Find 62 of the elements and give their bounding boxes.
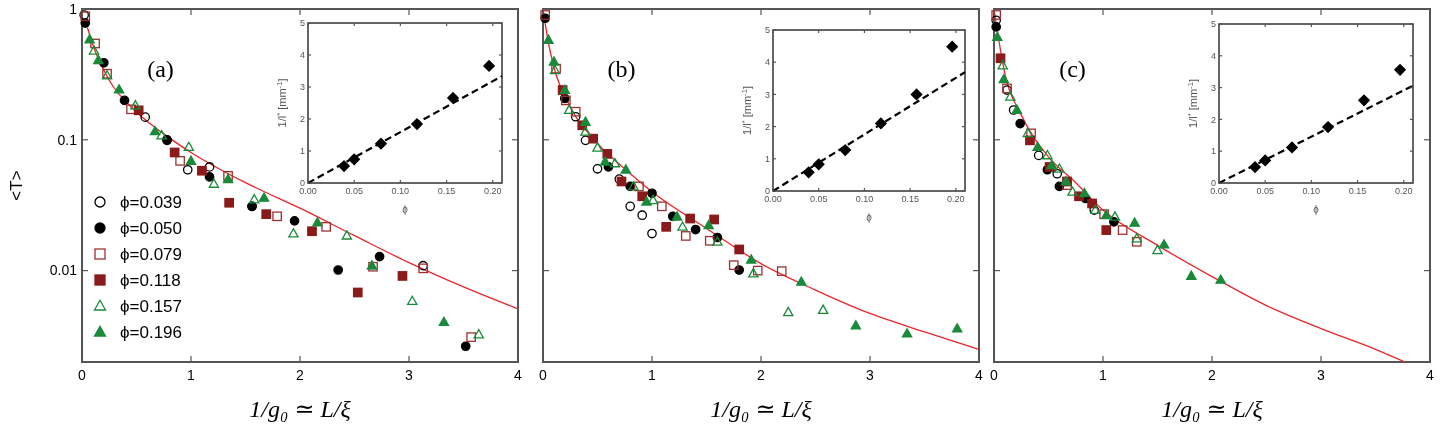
x-tick-label: 0.05	[1256, 186, 1274, 196]
text: (a)	[147, 56, 174, 82]
x-tick-label: 0.10	[391, 186, 410, 196]
y-tick-label: 0.1	[57, 131, 78, 148]
x-tick-label: 0.05	[809, 194, 828, 204]
x-tick-label: 0.20	[484, 186, 502, 196]
y-tick-label: 5	[1210, 19, 1216, 30]
y-tick-label: 1	[1210, 146, 1216, 157]
legend-label: ϕ=0.157	[120, 296, 182, 316]
y-tick-label: 2	[1210, 114, 1216, 125]
y-axis-title: <T>	[7, 170, 26, 201]
y-tick-label: 2	[299, 114, 305, 125]
y-tick-label: 5	[299, 18, 305, 29]
legend-label: ϕ=0.079	[120, 244, 182, 264]
x-tick-label: 0.20	[947, 194, 965, 204]
x-tick-label: 0.00	[1210, 186, 1228, 196]
y-tick-label: 3	[764, 89, 770, 100]
y-tick-label: 0	[1210, 178, 1216, 189]
x-tick-label: 0.15	[1348, 186, 1367, 196]
y-tick-label: 1	[299, 146, 305, 157]
x-tick-label: 0.20	[1395, 186, 1413, 196]
x-tick-label: 3	[405, 367, 414, 383]
x-axis-title: ϕ	[1313, 204, 1320, 215]
x-axis-title: ϕ	[402, 204, 409, 215]
y-tick-label: 3	[299, 82, 305, 93]
x-tick-label: 3	[866, 367, 875, 383]
x-axis-title: 1/g₀ ≃ L/ξ	[1161, 396, 1264, 422]
y-tick-label: 4	[1210, 50, 1216, 61]
x-tick-label: 0.05	[345, 186, 363, 196]
x-tick-label: 3	[1317, 367, 1326, 383]
y-tick-label: 4	[764, 57, 770, 68]
y-tick-label: 2	[764, 121, 770, 132]
legend-label: ϕ=0.039	[120, 192, 182, 212]
y-tick-label: 1	[764, 153, 770, 164]
x-axis-title: 1/g₀ ≃ L/ξ	[710, 396, 813, 422]
x-tick-label: 0.10	[1302, 186, 1321, 196]
x-axis-title: ϕ	[866, 212, 873, 223]
y-tick-label: 3	[1210, 82, 1216, 93]
x-tick-label: 1	[648, 367, 657, 383]
y-tick-label: 4	[299, 50, 305, 61]
legend-label: ϕ=0.118	[120, 270, 181, 290]
legend-label: ϕ=0.050	[120, 218, 182, 238]
y-tick-label: 5	[764, 25, 770, 36]
x-tick-label: 4	[975, 367, 984, 383]
text: (c)	[1059, 56, 1086, 82]
x-axis-title: 1/g₀ ≃ L/ξ	[249, 396, 352, 422]
y-tick-label: 0.01	[49, 262, 78, 279]
x-tick-label: 4	[1426, 367, 1435, 383]
legend-label: ϕ=0.196	[120, 322, 182, 342]
y-tick-label: 0	[299, 178, 305, 189]
x-tick-label: 0.15	[901, 194, 919, 204]
x-tick-label: 0.00	[764, 194, 782, 204]
x-tick-label: 1	[1099, 367, 1108, 383]
text: (b)	[607, 56, 636, 82]
x-tick-label: 4	[514, 367, 523, 383]
x-tick-label: 0.00	[299, 186, 317, 196]
y-tick-label: 1	[69, 0, 78, 17]
x-tick-label: 1	[187, 367, 196, 383]
x-tick-label: 0.10	[855, 194, 874, 204]
x-tick-label: 0.15	[437, 186, 456, 196]
x-tick-label: 0	[539, 367, 548, 383]
x-tick-label: 0	[990, 367, 999, 383]
